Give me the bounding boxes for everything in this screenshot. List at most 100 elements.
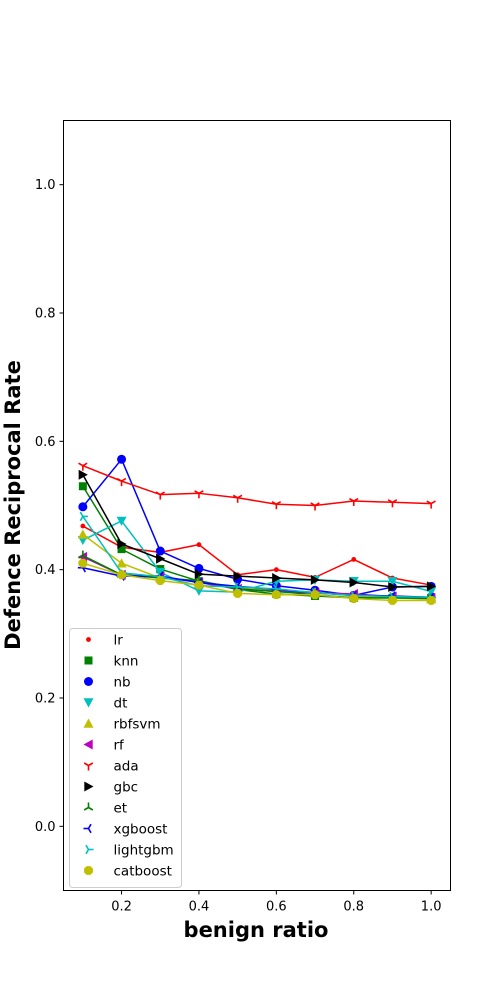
legend-label-catboost: catboost (114, 864, 172, 880)
data-point-dt-9 (387, 577, 398, 587)
legend-marker-dt (83, 698, 94, 708)
data-point-gbc-3 (156, 553, 166, 564)
data-point-catboost-8 (349, 594, 359, 603)
axis-layer: 0.2 0.4 0.6 0.8 1.0 0.0 0.2 0.4 0.6 0.8 1.0 (35, 178, 442, 914)
x-tick-label: 0.6 (266, 900, 287, 915)
data-point-rbfsvm-2 (116, 558, 127, 568)
legend-label-nb: nb (114, 675, 131, 691)
legend: lr knn nb dt rbfsvm rf ada gbc et xgboost lightgbm… (69, 628, 182, 888)
x-tick-label: 1.0 (421, 900, 442, 915)
data-point-gbc-4 (194, 569, 204, 580)
data-point-gbc-5 (233, 571, 243, 582)
data-point-lr-4 (196, 542, 202, 548)
legend-marker-lightgbm (85, 844, 94, 855)
series-line-nb (82, 458, 432, 597)
legend-label-rf: rf (114, 738, 126, 754)
data-point-gbc-8 (349, 577, 359, 588)
legend-marker-gbc (84, 781, 94, 792)
legend-marker-et (83, 802, 94, 811)
data-point-ada-8 (349, 497, 359, 507)
legend-item-nb: nb (84, 675, 131, 691)
plot-frame (63, 120, 451, 891)
data-point-gbc-2 (117, 539, 127, 549)
x-tick-label: 0.8 (343, 900, 364, 915)
y-axis-title: Defence Reciprocal Rate (1, 360, 25, 650)
data-point-dt-3 (155, 568, 166, 578)
data-point-gbc-9 (388, 581, 398, 592)
data-point-lr-6 (273, 567, 279, 573)
series-line-lr (82, 525, 432, 586)
y-tick-label: 0.6 (35, 435, 56, 450)
data-point-nb-2 (117, 454, 127, 464)
y-tick-label: 1.0 (35, 178, 56, 193)
legend-item-rf: rf (83, 738, 126, 754)
data-point-catboost-5 (233, 588, 243, 598)
y-tick-label: 0.2 (35, 692, 56, 707)
legend-item-gbc: gbc (84, 780, 138, 796)
legend-marker-nb (84, 677, 93, 686)
legend-item-xgboost: xgboost (83, 822, 168, 838)
legend-label-knn: knn (114, 654, 139, 670)
series-gbc (78, 469, 437, 592)
legend-label-gbc: gbc (114, 780, 139, 796)
y-tick-label: 0.4 (35, 563, 56, 578)
legend-item-catboost: catboost (84, 864, 172, 880)
series-layer (77, 454, 437, 605)
data-point-catboost-3 (155, 576, 165, 586)
legend-label-dt: dt (114, 696, 128, 712)
data-point-ada-1 (78, 462, 88, 471)
data-point-ada-5 (232, 494, 243, 503)
data-point-ada-2 (116, 477, 127, 487)
legend-label-lr: lr (114, 633, 124, 649)
data-point-gbc-1 (78, 469, 88, 480)
data-point-nb-3 (155, 546, 165, 556)
legend-label-xgboost: xgboost (114, 822, 168, 838)
legend-box (69, 628, 182, 888)
data-point-catboost-9 (388, 596, 397, 605)
x-tick-label: 0.4 (189, 900, 210, 915)
series-line-dt (82, 520, 432, 593)
data-point-ada-4 (194, 490, 204, 499)
data-point-lightgbm-1 (79, 511, 88, 522)
data-point-lr-8 (351, 557, 357, 562)
data-point-lr-1 (80, 523, 86, 529)
legend-item-lr: lr (86, 633, 123, 649)
data-point-gbc-10 (426, 581, 437, 592)
series-line-catboost (82, 562, 432, 602)
legend-marker-knn (84, 656, 93, 665)
legend-item-ada: ada (83, 759, 139, 775)
data-point-ada-7 (310, 502, 320, 511)
legend-item-rbfsvm: rbfsvm (83, 717, 161, 733)
data-point-catboost-4 (194, 580, 204, 590)
series-line-ada (82, 465, 432, 507)
legend-marker-lr (86, 637, 91, 642)
x-axis-title: benign ratio (184, 918, 329, 942)
legend-marker-catboost (84, 866, 93, 875)
data-point-knn-1 (78, 482, 87, 491)
data-point-knn-2 (117, 545, 126, 554)
legend-item-dt: dt (83, 696, 128, 712)
series-line-rbfsvm (82, 533, 432, 600)
data-point-dt-2 (116, 516, 127, 526)
legend-label-lightgbm: lightgbm (114, 843, 174, 859)
data-point-ada-3 (155, 491, 165, 500)
data-point-ada-6 (271, 501, 282, 510)
data-point-nb-1 (78, 502, 88, 512)
x-tick-label: 0.2 (111, 900, 132, 915)
legend-item-knn: knn (84, 654, 139, 670)
legend-marker-rf (83, 739, 93, 750)
data-point-ada-9 (387, 499, 398, 508)
legend-label-rbfsvm: rbfsvm (114, 717, 161, 733)
data-point-gbc-6 (272, 573, 282, 584)
data-point-ada-10 (426, 500, 436, 509)
legend-marker-rbfsvm (83, 718, 94, 728)
data-point-catboost-7 (310, 590, 320, 600)
y-tick-label: 0.8 (35, 307, 56, 322)
data-point-catboost-10 (426, 596, 436, 605)
legend-label-et: et (114, 801, 128, 817)
series-catboost (78, 558, 436, 605)
legend-label-ada: ada (114, 759, 139, 775)
legend-item-et: et (83, 801, 128, 817)
